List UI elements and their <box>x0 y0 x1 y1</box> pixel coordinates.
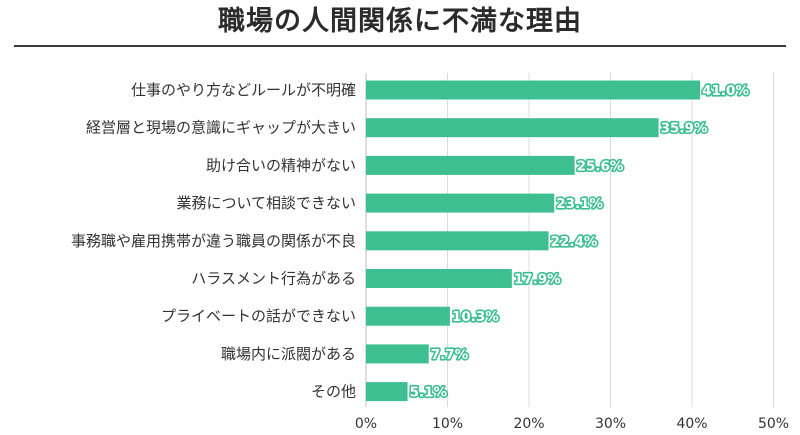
category-label: ハラスメント行為がある <box>191 270 356 288</box>
bar-5 <box>366 231 549 251</box>
x-tick-label: 0% <box>355 416 377 432</box>
value-label: 22.4% <box>551 234 598 250</box>
value-label: 41.0% <box>702 83 749 99</box>
value-label: 35.9% <box>661 121 708 137</box>
category-label: 仕事のやり方などルールが不明確 <box>131 81 356 99</box>
category-label: 事務職や雇用携帯が違う職員の関係が不良 <box>71 232 356 250</box>
category-label: 職場内に派閥がある <box>221 345 356 363</box>
category-label: その他 <box>311 383 356 401</box>
bar-2 <box>366 118 659 138</box>
title-underline <box>14 45 786 47</box>
value-label: 25.6% <box>577 158 624 174</box>
x-tick-labels: 0% 10% 20% 30% 40% 50% <box>355 416 789 432</box>
x-tick-label: 50% <box>758 416 789 432</box>
value-label: 7.7% <box>431 347 469 363</box>
category-label: 業務について相談できない <box>176 194 356 212</box>
value-label: 5.1% <box>410 385 448 401</box>
bar-9 <box>366 382 408 402</box>
category-labels: 仕事のやり方などルールが不明確経営層と現場の意識にギャップが大きい助け合いの精神… <box>71 81 356 401</box>
category-label: 助け合いの精神がない <box>206 156 356 174</box>
x-tick-label: 10% <box>432 416 463 432</box>
bar-6 <box>366 269 512 288</box>
bar-4 <box>366 193 555 213</box>
value-label: 17.9% <box>514 272 561 288</box>
value-label: 10.3% <box>452 309 499 325</box>
bar-3 <box>366 155 575 175</box>
x-tick-label: 40% <box>676 416 707 432</box>
x-tick-label: 30% <box>595 416 626 432</box>
chart-title: 職場の人間関係に不満な理由 <box>218 6 582 37</box>
x-tick-label: 20% <box>513 416 544 432</box>
category-label: プライベートの話ができない <box>161 307 356 325</box>
bars <box>366 80 701 402</box>
bar-8 <box>366 344 429 364</box>
bar-1 <box>366 80 701 100</box>
value-labels: 41.0% 35.9% 25.6% 23.1% 22.4% 17.9% 10.3% 7.7% 5… <box>408 81 751 402</box>
bar-7 <box>366 306 450 326</box>
value-label: 23.1% <box>556 196 603 212</box>
category-label: 経営層と現場の意識にギャップが大きい <box>86 119 356 137</box>
